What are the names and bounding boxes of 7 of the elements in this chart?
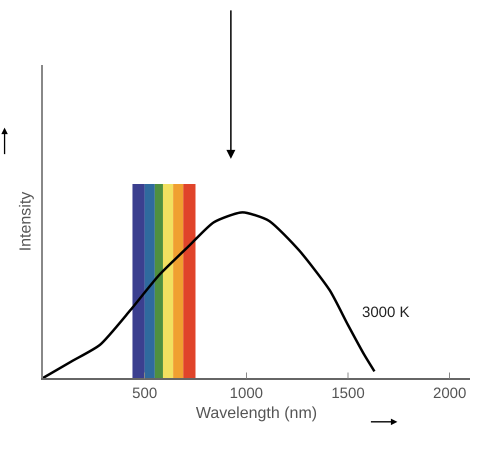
series-label: 3000 K <box>362 304 410 321</box>
x-axis-title: Wavelength (nm) <box>196 404 318 422</box>
x-tick-label: 1500 <box>331 384 365 402</box>
y-axis-title: Intensity <box>18 192 35 252</box>
x-tick-label: 1000 <box>230 384 264 402</box>
x-tick-label: 500 <box>132 384 158 402</box>
x-tick-label: 2000 <box>432 384 466 402</box>
